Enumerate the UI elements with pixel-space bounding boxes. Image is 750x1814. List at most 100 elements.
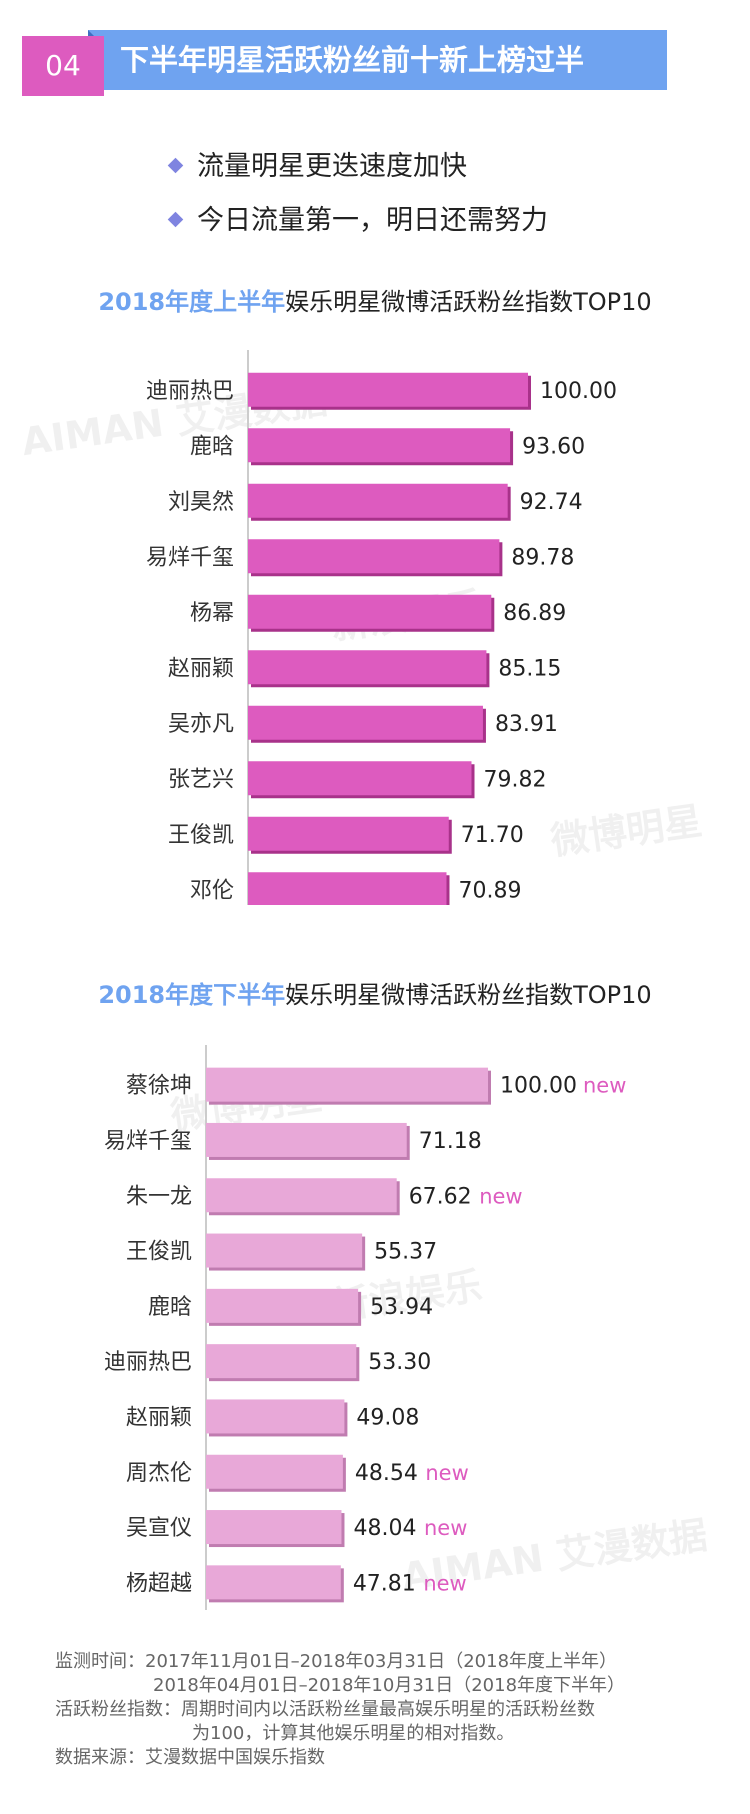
- chart-title-first-half: 2018年度上半年娱乐明星微博活跃粉丝指数TOP10: [0, 282, 750, 317]
- note-text: 周期时间内以活跃粉丝量最高娱乐明星的活跃粉丝数: [181, 1699, 595, 1720]
- category-label: 王俊凯: [168, 823, 234, 848]
- new-tag: new: [425, 1461, 468, 1485]
- category-label: 易烊千玺: [146, 545, 234, 570]
- value-label: 53.94: [370, 1295, 433, 1320]
- note-text: 2018年04月01日–2018年10月31日（2018年度下半年）: [153, 1675, 626, 1696]
- bar: [206, 1067, 488, 1102]
- category-label: 周杰伦: [126, 1461, 192, 1486]
- bar: [248, 483, 508, 518]
- bar: [248, 650, 487, 685]
- category-label: 张艺兴: [168, 767, 234, 792]
- value-label: 71.70: [461, 823, 524, 848]
- category-label: 邓伦: [190, 878, 234, 903]
- bar: [206, 1399, 345, 1434]
- value-label: 89.78: [511, 545, 574, 570]
- bar: [248, 761, 472, 796]
- bar: [206, 1565, 341, 1600]
- bar: [248, 816, 449, 851]
- value-label: 100.00: [500, 1074, 577, 1099]
- chart-title-rest: 娱乐明星微博活跃粉丝指数TOP10: [285, 981, 652, 1009]
- note-index-1: 活跃粉丝指数：周期时间内以活跃粉丝量最高娱乐明星的活跃粉丝数: [55, 1698, 625, 1722]
- category-label: 鹿晗: [148, 1295, 192, 1320]
- chart-title-highlight: 2018年度上半年: [98, 288, 286, 316]
- new-tag: new: [479, 1184, 522, 1208]
- section-title: 下半年明星活跃粉丝前十新上榜过半: [120, 43, 585, 77]
- bar: [248, 872, 447, 907]
- value-label: 53.30: [368, 1350, 431, 1375]
- category-label: 易烊千玺: [104, 1129, 192, 1154]
- bar: [248, 594, 492, 629]
- footnotes: 监测时间：2017年11月01日–2018年03月31日（2018年度上半年） …: [55, 1650, 625, 1770]
- category-label: 迪丽热巴: [146, 379, 234, 404]
- bar: [248, 705, 483, 740]
- value-label: 71.18: [419, 1129, 482, 1154]
- bar: [206, 1233, 363, 1268]
- category-label: 杨幂: [190, 601, 234, 626]
- section-header: 04 下半年明星活跃粉丝前十新上榜过半: [22, 30, 667, 96]
- value-label: 49.08: [356, 1405, 419, 1430]
- category-label: 迪丽热巴: [104, 1350, 192, 1375]
- value-label: 85.15: [498, 656, 561, 681]
- header-bar: [88, 30, 667, 90]
- category-label: 朱一龙: [126, 1184, 192, 1209]
- category-label: 杨超越: [126, 1571, 192, 1596]
- category-label: 鹿晗: [190, 434, 234, 459]
- value-label: 79.82: [483, 767, 546, 792]
- value-label: 48.54: [355, 1461, 418, 1486]
- note-text: 艾漫数据中国娱乐指数: [145, 1747, 325, 1768]
- value-label: 83.91: [495, 712, 558, 737]
- value-label: 92.74: [520, 490, 583, 515]
- bar: [206, 1288, 359, 1323]
- bullet-item: 今日流量第一，明日还需努力: [167, 194, 548, 248]
- bullet-list: 流量明星更迭速度加快 今日流量第一，明日还需努力: [167, 140, 548, 248]
- bullet-item: 流量明星更迭速度加快: [167, 140, 548, 194]
- category-label: 吴宣仪: [126, 1516, 192, 1541]
- new-tag: new: [583, 1074, 626, 1098]
- note-text: 为100，计算其他娱乐明星的相对指数。: [192, 1723, 515, 1744]
- bar: [206, 1344, 357, 1379]
- category-label: 吴亦凡: [168, 712, 234, 737]
- new-tag: new: [424, 1516, 467, 1540]
- bar-chart-second-half: 蔡徐坤 100.00 new 易烊千玺 71.18 朱一龙 67.62 new 王俊凯 55.37…: [0, 1045, 750, 1610]
- bar-chart-svg: 迪丽热巴 100.00 鹿晗 93.60 刘昊然 92.74 易烊千玺 89.78 杨幂 86.8…: [146, 350, 617, 917]
- bullet-text: 流量明星更迭速度加快: [197, 151, 467, 182]
- category-label: 王俊凯: [126, 1240, 192, 1265]
- bullet-text: 今日流量第一，明日还需努力: [197, 205, 548, 236]
- diamond-bullet-icon: [167, 157, 184, 174]
- bar-chart-first-half: 迪丽热巴 100.00 鹿晗 93.60 刘昊然 92.74 易烊千玺 89.78 杨幂 86.8…: [0, 350, 750, 917]
- chart-title-rest: 娱乐明星微博活跃粉丝指数TOP10: [285, 288, 652, 316]
- bar: [206, 1178, 397, 1213]
- category-label: 刘昊然: [168, 490, 234, 515]
- note-label: 监测时间：: [55, 1651, 145, 1672]
- bar: [248, 428, 511, 463]
- bar: [206, 1454, 343, 1489]
- value-label: 67.62: [409, 1184, 472, 1209]
- value-label: 100.00: [540, 379, 617, 404]
- chart-title-second-half: 2018年度下半年娱乐明星微博活跃粉丝指数TOP10: [0, 975, 750, 1010]
- value-label: 93.60: [522, 434, 585, 459]
- value-label: 86.89: [503, 601, 566, 626]
- bar: [206, 1510, 342, 1545]
- note-source: 数据来源：艾漫数据中国娱乐指数: [55, 1746, 625, 1770]
- value-label: 70.89: [458, 878, 521, 903]
- bar: [248, 372, 528, 407]
- note-period-1: 监测时间：2017年11月01日–2018年03月31日（2018年度上半年）: [55, 1650, 625, 1674]
- section-number: 04: [22, 36, 104, 96]
- note-period-2: 2018年04月01日–2018年10月31日（2018年度下半年）: [55, 1674, 625, 1698]
- bar: [248, 539, 500, 574]
- note-text: 2017年11月01日–2018年03月31日（2018年度上半年）: [145, 1651, 618, 1672]
- note-label: 活跃粉丝指数：: [55, 1699, 181, 1720]
- category-label: 赵丽颖: [126, 1405, 192, 1430]
- category-label: 蔡徐坤: [126, 1074, 192, 1099]
- new-tag: new: [423, 1571, 466, 1595]
- note-index-2: 为100，计算其他娱乐明星的相对指数。: [55, 1722, 625, 1746]
- value-label: 55.37: [374, 1240, 437, 1265]
- chart-title-highlight: 2018年度下半年: [98, 981, 286, 1009]
- note-label: 数据来源：: [55, 1747, 145, 1768]
- category-label: 赵丽颖: [168, 656, 234, 681]
- value-label: 47.81: [353, 1571, 416, 1596]
- diamond-bullet-icon: [167, 211, 184, 228]
- value-label: 48.04: [353, 1516, 416, 1541]
- bar: [206, 1122, 407, 1157]
